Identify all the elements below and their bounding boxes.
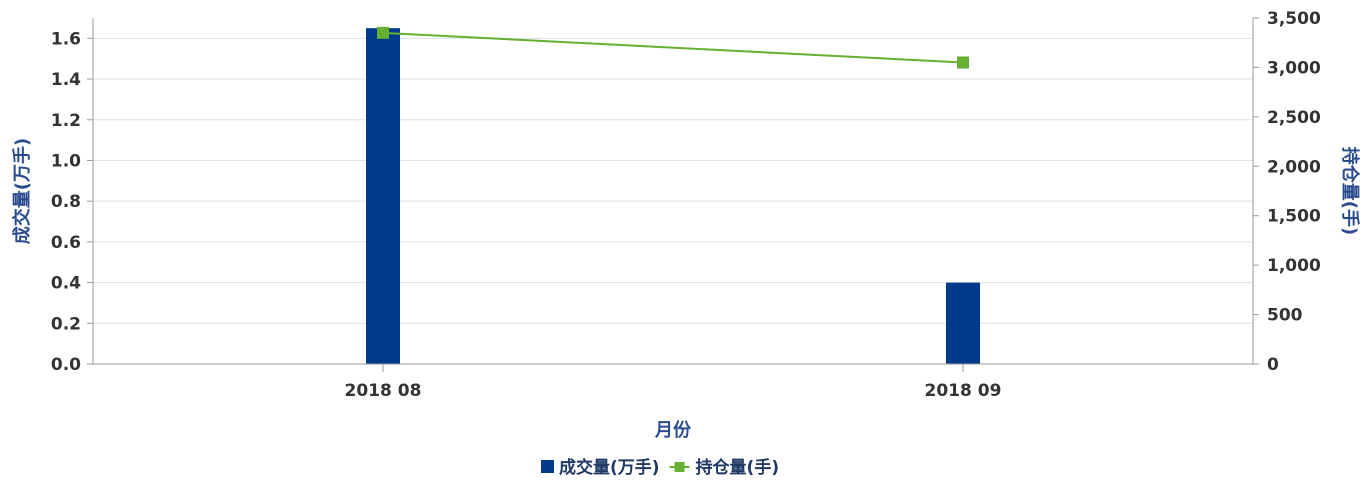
y-tick-label: 1.0 bbox=[51, 151, 81, 171]
legend-bar-label: 成交量(万手) bbox=[559, 457, 660, 478]
x-axis-title: 月份 bbox=[654, 419, 692, 441]
legend-bar-swatch bbox=[541, 460, 554, 473]
y2-tick-label: 3,000 bbox=[1267, 58, 1321, 78]
y2-axis-title: 持仓量(手) bbox=[1339, 147, 1361, 235]
y-tick-label: 0.2 bbox=[51, 314, 81, 334]
y-tick-label: 0.0 bbox=[51, 355, 81, 375]
y-tick-label: 1.6 bbox=[51, 29, 81, 49]
line-series bbox=[382, 31, 964, 64]
y-axis-title: 成交量(万手) bbox=[11, 138, 33, 244]
x-tick-label: 2018 08 bbox=[345, 381, 422, 401]
legend-line-label: 持仓量(手) bbox=[696, 457, 780, 478]
grid-layer bbox=[93, 37, 1253, 365]
y-tick-label: 0.4 bbox=[51, 274, 81, 294]
y2-tick-label: 500 bbox=[1267, 306, 1303, 326]
bar bbox=[366, 28, 400, 364]
legend: 成交量(万手) 持仓量(手) bbox=[541, 457, 779, 478]
line-layer bbox=[377, 26, 969, 69]
y2-tick-label: 1,500 bbox=[1267, 207, 1321, 227]
y2-tick-label: 0 bbox=[1267, 355, 1279, 375]
line-point bbox=[377, 26, 389, 39]
y-tick-label: 1.4 bbox=[51, 70, 81, 90]
bar-layer bbox=[366, 28, 980, 364]
y2-tick-label: 2,000 bbox=[1267, 157, 1321, 177]
y2-tick-label: 2,500 bbox=[1267, 108, 1321, 128]
axis-layer bbox=[87, 17, 1259, 372]
label-layer: 0.0 0.2 0.4 0.6 0.8 1.0 1.2 1.4 1.6 0 500 1,000 1,50… bbox=[11, 9, 1361, 441]
y2-tick-label: 1,000 bbox=[1267, 256, 1321, 276]
y2-tick-label: 3,500 bbox=[1267, 9, 1321, 29]
x-tick-label: 2018 09 bbox=[925, 381, 1002, 401]
bar bbox=[946, 282, 980, 364]
line-point bbox=[957, 56, 969, 69]
y-tick-label: 0.6 bbox=[51, 233, 81, 253]
y-tick-label: 1.2 bbox=[51, 111, 81, 131]
y-tick-label: 0.8 bbox=[51, 192, 81, 212]
legend-line-marker bbox=[674, 462, 685, 472]
